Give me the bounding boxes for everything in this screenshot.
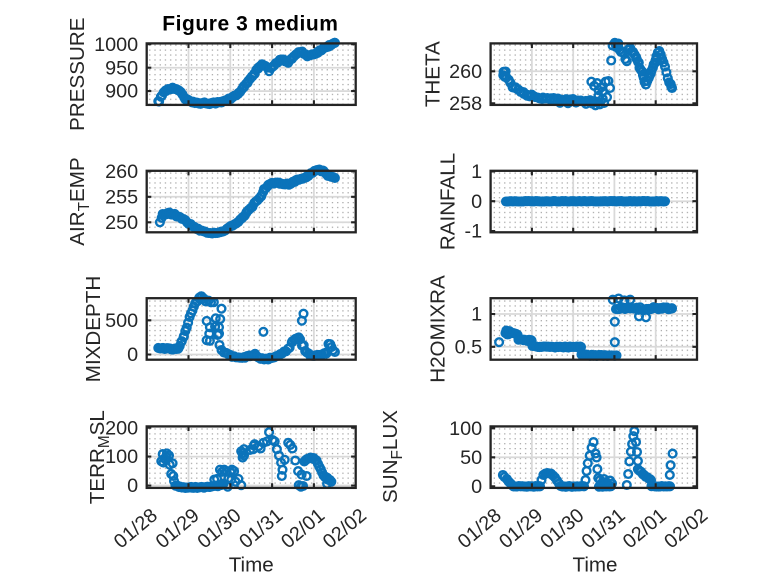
svg-text:0: 0 <box>127 475 138 497</box>
svg-text:250: 250 <box>105 212 138 234</box>
svg-text:200: 200 <box>105 417 138 439</box>
svg-text:Time: Time <box>573 554 618 577</box>
svg-text:RAINFALL: RAINFALL <box>437 153 460 250</box>
svg-text:260: 260 <box>449 61 482 83</box>
svg-text:MIXDEPTH: MIXDEPTH <box>82 276 105 382</box>
svg-text:50: 50 <box>460 447 482 469</box>
svg-text:260: 260 <box>105 161 138 183</box>
svg-text:1: 1 <box>471 304 482 326</box>
svg-text:PRESSURE: PRESSURE <box>66 18 89 131</box>
svg-text:258: 258 <box>449 93 482 115</box>
svg-text:AIRTEMP: AIRTEMP <box>66 157 93 245</box>
svg-text:Time: Time <box>229 554 274 577</box>
svg-text:255: 255 <box>105 186 138 208</box>
svg-text:500: 500 <box>105 310 138 332</box>
svg-text:Figure 3 medium: Figure 3 medium <box>162 12 338 35</box>
svg-text:0: 0 <box>127 344 138 366</box>
svg-text:0: 0 <box>471 476 482 498</box>
svg-text:100: 100 <box>105 446 138 468</box>
svg-text:950: 950 <box>105 57 138 79</box>
svg-text:0: 0 <box>471 191 482 213</box>
svg-text:-1: -1 <box>465 221 483 243</box>
svg-text:H2OMIXRA: H2OMIXRA <box>427 275 450 383</box>
svg-text:THETA: THETA <box>422 41 445 107</box>
svg-text:100: 100 <box>449 418 482 440</box>
svg-text:SUNFLUX: SUNFLUX <box>379 410 406 503</box>
svg-text:1: 1 <box>471 161 482 183</box>
svg-text:TERRMSL: TERRMSL <box>86 410 113 504</box>
svg-text:900: 900 <box>105 81 138 103</box>
svg-text:0.5: 0.5 <box>455 336 483 358</box>
svg-text:1000: 1000 <box>94 34 138 56</box>
